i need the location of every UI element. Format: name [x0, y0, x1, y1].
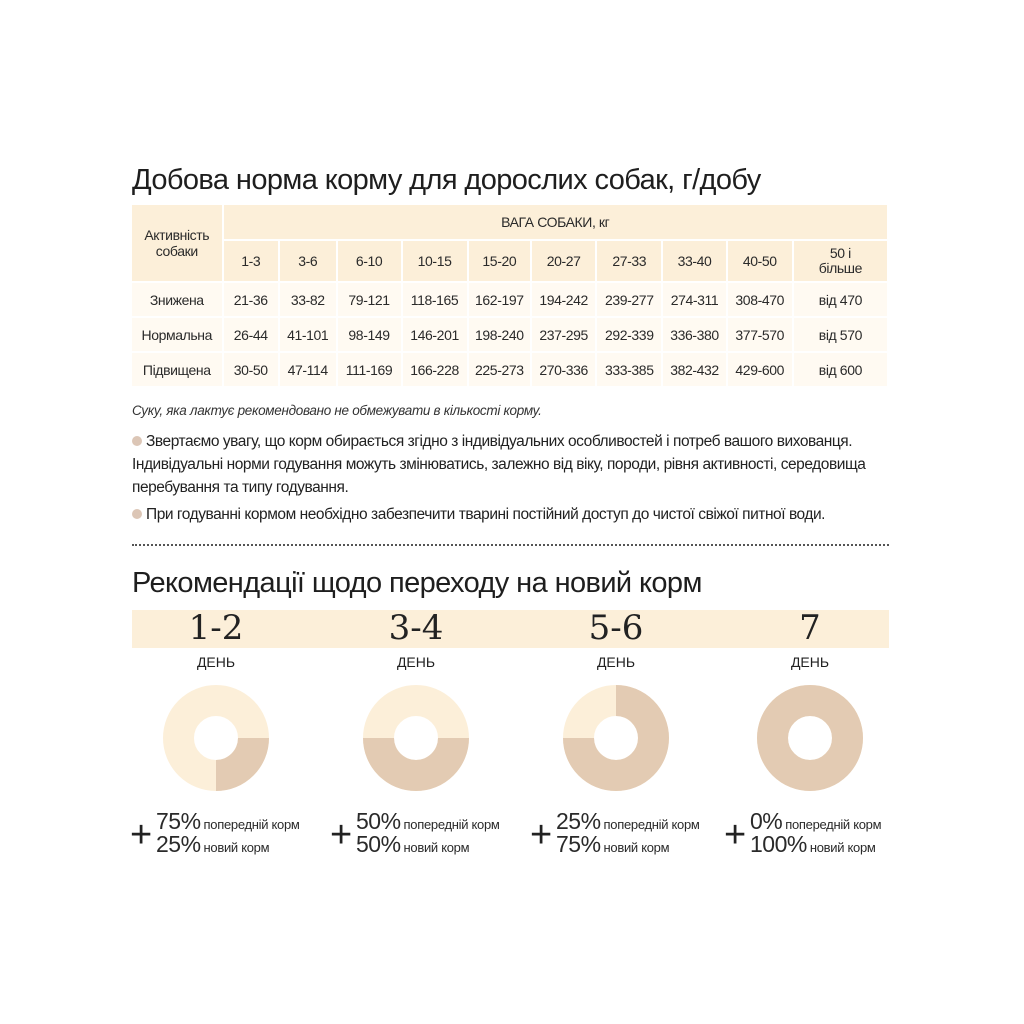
table-cell: 30-50 — [223, 353, 280, 388]
table-cell: 225-273 — [468, 353, 533, 388]
bullet-item: При годуванні кормом необхідно забезпечи… — [132, 503, 892, 526]
table-cell: 333-385 — [597, 353, 664, 388]
weight-column-header: 40-50 — [727, 241, 794, 283]
old-percent: 25% — [556, 808, 601, 834]
table-cell: 270-336 — [532, 353, 598, 388]
new-food-slice — [216, 738, 269, 791]
mix-donut — [163, 685, 269, 791]
table-cell: 429-600 — [727, 353, 794, 388]
weight-column-header: 6-10 — [337, 241, 403, 283]
table-cell: 274-311 — [663, 283, 728, 318]
day-range: 1-2 — [188, 608, 244, 648]
feeding-table: Активність собаки ВАГА СОБАКИ, кг 1-3 3-6… — [132, 205, 889, 388]
table-cell: 382-432 — [663, 353, 728, 388]
table-cell: 194-242 — [532, 283, 598, 318]
day-range: 7 — [799, 608, 821, 648]
table-cell: 377-570 — [727, 318, 794, 353]
mix-donut — [363, 685, 469, 791]
weight-column-header: 10-15 — [402, 241, 469, 283]
new-food-slice — [363, 738, 469, 791]
activity-label: Знижена — [132, 283, 224, 318]
day-range: 5-6 — [588, 608, 644, 648]
new-label: новий корм — [403, 840, 470, 855]
new-food-slice — [757, 685, 863, 791]
new-label: новий корм — [603, 840, 670, 855]
plus-icon: + — [330, 814, 353, 856]
weight-header: ВАГА СОБАКИ, кг — [223, 205, 889, 241]
day-range: 3-4 — [388, 608, 444, 648]
table-cell: від 470 — [793, 283, 889, 318]
table-cell: 21-36 — [223, 283, 280, 318]
transition-title: Рекомендації щодо переходу на новий корм — [132, 567, 702, 599]
new-label: новий корм — [809, 840, 876, 855]
new-label: новий корм — [203, 840, 270, 855]
old-percent: 50% — [356, 808, 401, 834]
table-cell: 162-197 — [468, 283, 533, 318]
table-row: Нормальна 26-44 41-101 98-149 146-201 198-240… — [132, 318, 889, 353]
table-cell: 79-121 — [337, 283, 403, 318]
day-label: ДЕНЬ — [196, 654, 236, 670]
old-percent: 75% — [156, 808, 201, 834]
mix-donut — [757, 685, 863, 791]
table-cell: 26-44 — [223, 318, 280, 353]
new-food-slice — [563, 685, 669, 791]
activity-label: Підвищена — [132, 353, 224, 388]
table-cell: 98-149 — [337, 318, 403, 353]
table-row: Підвищена 30-50 47-114 111-169 166-228 225-27… — [132, 353, 889, 388]
table-cell: 111-169 — [337, 353, 403, 388]
table-cell: 198-240 — [468, 318, 533, 353]
table-cell: 292-339 — [597, 318, 664, 353]
weight-column-header: 15-20 — [468, 241, 533, 283]
feeding-title: Добова норма корму для дорослих собак, г… — [132, 164, 761, 196]
table-cell: 33-82 — [279, 283, 338, 318]
table-cell: 336-380 — [663, 318, 728, 353]
weight-column-header: 3-6 — [279, 241, 338, 283]
day-label: ДЕНЬ — [396, 654, 436, 670]
day-label: ДЕНЬ — [790, 654, 830, 670]
table-cell: 47-114 — [279, 353, 338, 388]
old-percent: 0% — [750, 808, 783, 834]
weight-column-header: 50 і більше — [793, 241, 889, 283]
divider — [132, 544, 889, 546]
plus-icon: + — [130, 814, 153, 856]
bullet-icon — [132, 509, 142, 519]
new-percent: 25% — [156, 831, 201, 857]
old-label: попередній корм — [603, 817, 700, 832]
weight-column-header: 33-40 — [663, 241, 728, 283]
activity-label: Нормальна — [132, 318, 224, 353]
bullet-icon — [132, 436, 142, 446]
table-cell: 308-470 — [727, 283, 794, 318]
mix-donut — [563, 685, 669, 791]
days-band — [132, 610, 889, 648]
weight-column-header: 1-3 — [223, 241, 280, 283]
table-cell: 146-201 — [402, 318, 469, 353]
table-cell: 166-228 — [402, 353, 469, 388]
plus-icon: + — [530, 814, 553, 856]
table-cell: 41-101 — [279, 318, 338, 353]
table-cell: від 600 — [793, 353, 889, 388]
new-percent: 50% — [356, 831, 401, 857]
table-row: Знижена 21-36 33-82 79-121 118-165 162-197 194… — [132, 283, 889, 318]
old-label: попередній корм — [203, 817, 300, 832]
weight-column-header: 27-33 — [597, 241, 664, 283]
old-label: попередній корм — [785, 817, 882, 832]
new-percent: 100% — [750, 831, 807, 857]
old-label: попередній корм — [403, 817, 500, 832]
plus-icon: + — [724, 814, 747, 856]
table-cell: 237-295 — [532, 318, 598, 353]
new-percent: 75% — [556, 831, 601, 857]
weight-column-header: 20-27 — [532, 241, 598, 283]
table-cell: від 570 — [793, 318, 889, 353]
day-label: ДЕНЬ — [596, 654, 636, 670]
bullet-item: Звертаємо увагу, що корм обирається згід… — [132, 433, 866, 496]
table-cell: 239-277 — [597, 283, 664, 318]
activity-header: Активність собаки — [132, 205, 224, 283]
table-cell: 118-165 — [402, 283, 469, 318]
lactation-note: Суку, яка лактує рекомендовано не обмежу… — [132, 403, 542, 418]
